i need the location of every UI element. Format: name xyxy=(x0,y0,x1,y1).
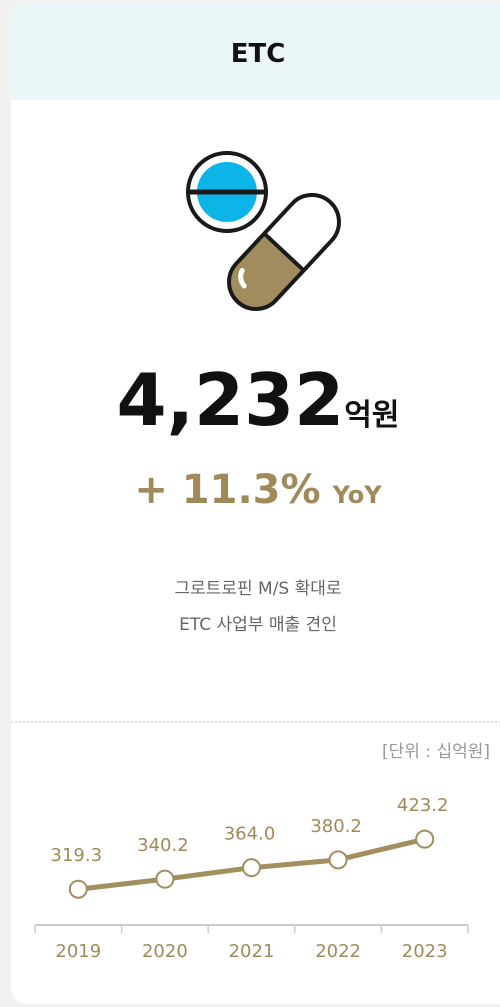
x-tick-label: 2019 xyxy=(55,941,101,962)
unit-label: [단위 : 십억원] xyxy=(382,742,490,762)
description-line: 그로트로핀 M/S 확대로 xyxy=(174,579,341,599)
x-tick-label: 2020 xyxy=(142,941,188,962)
x-tick-label: 2021 xyxy=(229,941,275,962)
description-line: ETC 사업부 매출 견인 xyxy=(179,615,337,635)
change-value: + 11.3% xyxy=(134,467,320,513)
x-tick-label: 2023 xyxy=(402,941,448,962)
kpi-value: 4,232억원 xyxy=(117,358,400,442)
kpi-number: 4,232 xyxy=(117,358,345,442)
card-bg xyxy=(11,4,500,1004)
pill-icon xyxy=(186,151,351,321)
point xyxy=(415,829,435,849)
point xyxy=(242,858,261,878)
value-label: 423.2 xyxy=(397,795,449,816)
value-label: 319.3 xyxy=(51,845,103,866)
value-label: 364.0 xyxy=(224,824,276,845)
header-bg xyxy=(11,4,500,100)
header-title: ETC xyxy=(231,39,286,69)
point xyxy=(68,879,88,899)
point xyxy=(155,869,175,889)
kpi-unit: 억원 xyxy=(344,398,399,433)
value-label: 340.2 xyxy=(137,835,189,856)
kpi-change: + 11.3% YoY xyxy=(134,467,382,513)
x-tick-label: 2022 xyxy=(315,941,361,962)
change-suffix: YoY xyxy=(332,481,383,509)
value-label: 380.2 xyxy=(310,816,362,837)
point xyxy=(328,850,348,870)
